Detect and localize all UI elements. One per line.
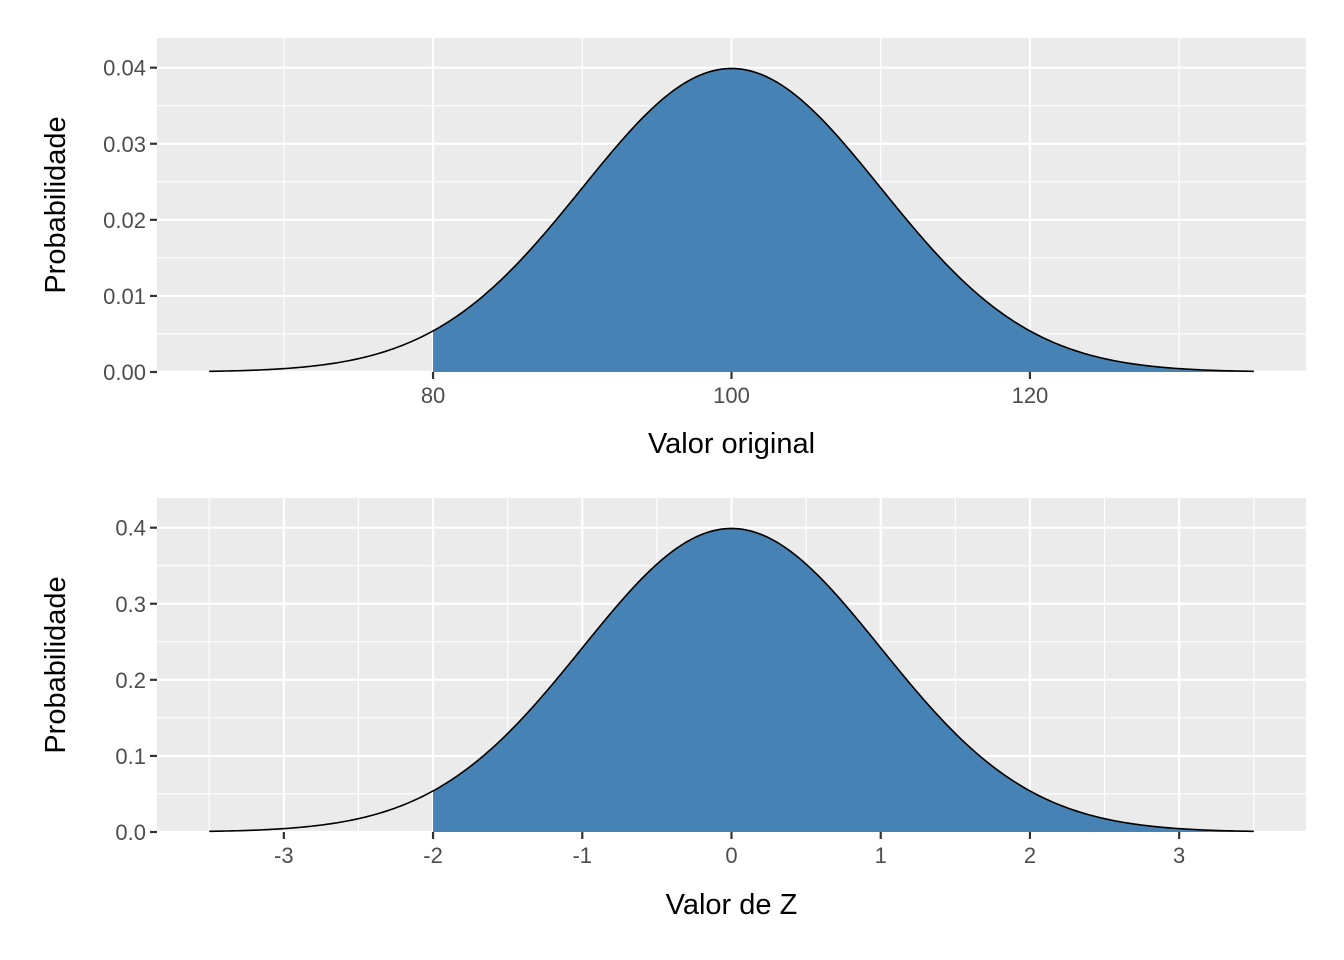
y-tick-label: 0.2: [115, 668, 146, 693]
density-curve: [209, 67, 1254, 373]
y-axis-title: Probabilidade: [40, 116, 72, 293]
y-tick-label: 0.4: [115, 516, 146, 541]
y-tick-label: 0.01: [103, 284, 146, 309]
x-tick-label: -2: [423, 843, 443, 868]
y-ticks: 0.0 0.1 0.2 0.3 0.4: [115, 516, 157, 845]
chart-z-values: -3 -2 -1 0 1 2 3 0.0 0.1 0.2 0.3 0.4 Valor de Z Pr…: [40, 498, 1306, 921]
x-tick-label: 100: [713, 383, 750, 408]
y-axis-title: Probabilidade: [40, 576, 72, 753]
x-tick-label: 120: [1012, 383, 1049, 408]
y-tick-label: 0.02: [103, 208, 146, 233]
x-ticks: -3 -2 -1 0 1 2 3: [274, 832, 1185, 868]
y-tick-label: 0.3: [115, 592, 146, 617]
x-tick-label: 1: [875, 843, 887, 868]
x-tick-label: 0: [725, 843, 737, 868]
x-tick-label: 2: [1024, 843, 1036, 868]
y-tick-label: 0.04: [103, 56, 146, 81]
chart-original-values: 80 100 120 0.00 0.01 0.02 0.03 0.04 Valor orig…: [40, 38, 1306, 460]
y-ticks: 0.00 0.01 0.02 0.03 0.04: [103, 56, 157, 385]
shaded-area: [433, 528, 1254, 832]
y-tick-label: 0.00: [103, 360, 146, 385]
shaded-area: [433, 68, 1254, 372]
x-tick-label: -3: [274, 843, 294, 868]
x-axis-title: Valor original: [648, 428, 815, 460]
y-tick-label: 0.1: [115, 744, 146, 769]
x-ticks: 80 100 120: [421, 372, 1048, 408]
density-curve: [209, 527, 1254, 833]
x-tick-label: -1: [572, 843, 592, 868]
x-tick-label: 80: [421, 383, 445, 408]
x-axis-title: Valor de Z: [666, 889, 798, 921]
y-tick-label: 0.0: [115, 820, 146, 845]
y-tick-label: 0.03: [103, 132, 146, 157]
x-tick-label: 3: [1173, 843, 1185, 868]
